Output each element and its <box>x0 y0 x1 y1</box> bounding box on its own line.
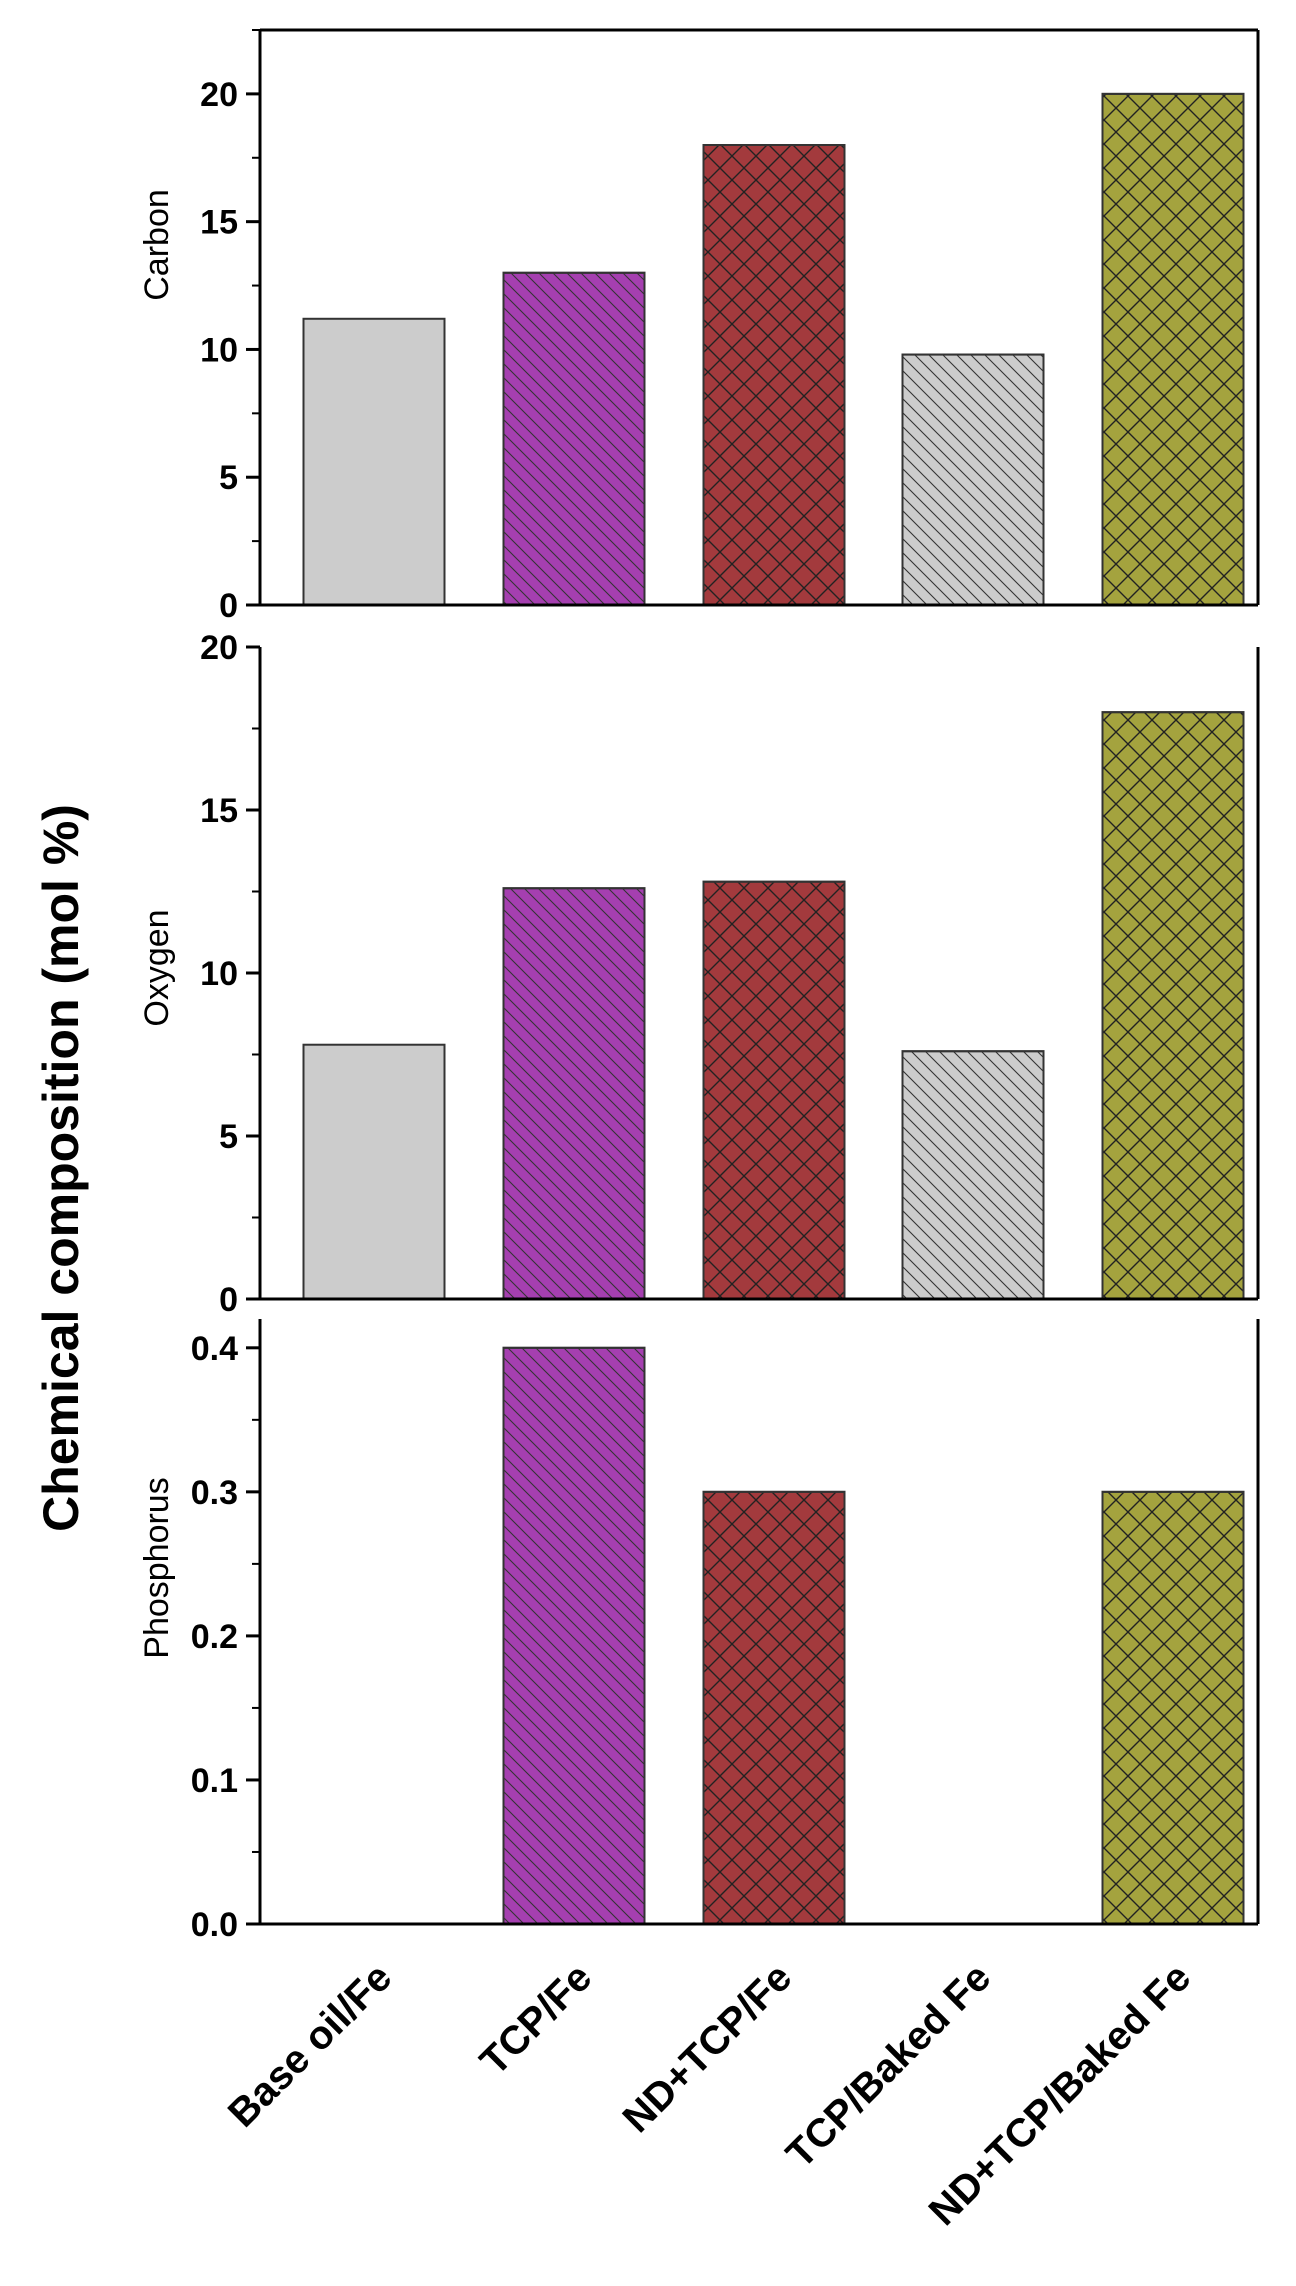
category-label-4: TCP/Baked Fe <box>778 1955 999 2176</box>
bar-carbon-1 <box>302 317 446 606</box>
bar-hatch-oxygen-3 <box>702 880 846 1300</box>
panel-ylabel-carbon: Carbon <box>138 189 176 301</box>
tick-label-carbon: 0 <box>219 587 238 625</box>
bar-oxygen-1 <box>302 1043 446 1300</box>
category-label-2: TCP/Fe <box>472 1955 601 2084</box>
panel-ylabel-oxygen: Oxygen <box>138 909 176 1026</box>
tick-label-phosphorus: 0.1 <box>191 1762 238 1800</box>
tick-label-carbon: 10 <box>200 331 238 369</box>
tick-label-phosphorus: 0.2 <box>191 1618 238 1656</box>
bar-hatch-phosphorus-3 <box>702 1490 846 1926</box>
tick-label-oxygen: 0 <box>219 1281 238 1319</box>
tick-label-oxygen: 15 <box>200 792 238 830</box>
panel-oxygen: 0 5 10 15 20 Oxygen <box>138 629 1260 1319</box>
figure-ylabel: Chemical composition (mol %) <box>33 804 89 1532</box>
category-label-1: Base oil/Fe <box>220 1955 400 2135</box>
tick-label-phosphorus: 0.0 <box>191 1906 238 1944</box>
panel-carbon: 0 5 10 15 20 Carbon <box>138 28 1260 625</box>
tick-label-oxygen: 20 <box>200 629 238 667</box>
bar-hatch-carbon-5 <box>1101 92 1245 606</box>
bar-hatch-phosphorus-2 <box>502 1346 646 1926</box>
tick-label-carbon: 20 <box>200 76 238 114</box>
bar-hatch-phosphorus-5 <box>1101 1490 1245 1926</box>
panel-ylabel-phosphorus: Phosphorus <box>138 1477 176 1658</box>
panels: 0 5 10 15 20 Carbon 0 5 10 15 20 Oxygen 0.0 0.1 0.2 0.3… <box>138 28 1260 1944</box>
bar-hatch-oxygen-5 <box>1101 711 1245 1300</box>
bar-hatch-carbon-4 <box>901 353 1045 606</box>
tick-label-carbon: 15 <box>200 204 238 242</box>
bar-hatch-oxygen-4 <box>901 1050 1045 1300</box>
panel-phosphorus: 0.0 0.1 0.2 0.3 0.4 Phosphorus <box>138 1319 1260 1944</box>
category-label-3: ND+TCP/Fe <box>614 1955 800 2141</box>
tick-label-oxygen: 10 <box>200 955 238 993</box>
bar-hatch-carbon-2 <box>502 271 646 606</box>
tick-label-oxygen: 5 <box>219 1118 238 1156</box>
tick-label-phosphorus: 0.3 <box>191 1474 238 1512</box>
tick-label-carbon: 5 <box>219 459 238 497</box>
bar-hatch-carbon-3 <box>702 144 846 606</box>
bar-hatch-oxygen-2 <box>502 887 646 1300</box>
tick-label-phosphorus: 0.4 <box>191 1330 238 1368</box>
